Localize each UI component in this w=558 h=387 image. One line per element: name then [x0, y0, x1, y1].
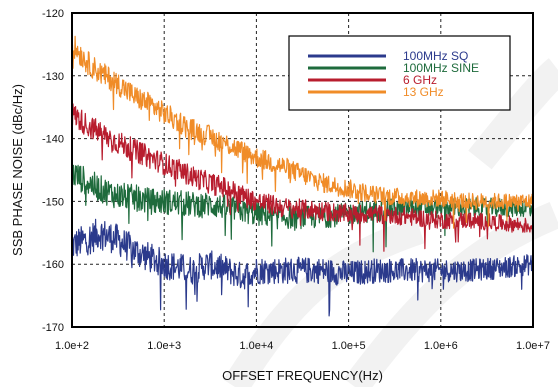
y-tick-label: -170 [42, 322, 64, 334]
y-tick-label: -160 [42, 259, 64, 271]
y-tick-labels: -170 -160 -150 -140 -130 -120 [42, 8, 64, 334]
watermark-arc-3 [468, 58, 558, 170]
x-tick-label: 1.0e+5 [332, 340, 366, 352]
x-tick-label: 1.0e+4 [239, 340, 273, 352]
y-tick-label: -120 [42, 8, 64, 20]
x-tick-label: 1.0e+3 [147, 340, 181, 352]
legend-box [288, 35, 511, 111]
watermark-arc-1 [223, 216, 425, 387]
plot-frame [71, 12, 534, 328]
y-axis-label: SSB PHASE NOISE (dBc/Hz) [10, 84, 25, 256]
series-line-3 [71, 103, 534, 252]
series-layer [71, 35, 534, 317]
series-line-2 [71, 163, 534, 253]
series-line-4 [71, 35, 534, 229]
x-tick-label: 1.0e+2 [55, 340, 89, 352]
x-tick-label: 1.0e+6 [424, 340, 458, 352]
y-tick-label: -150 [42, 196, 64, 208]
legend-label: 6 GHz [403, 73, 437, 87]
legend-label: 13 GHz [403, 85, 444, 99]
y-tick-label: -130 [42, 71, 64, 83]
series-line-1 [71, 218, 534, 317]
x-axis-label: OFFSET FREQUENCY(Hz) [222, 368, 383, 383]
legend-label: 100MHz SINE [403, 61, 479, 75]
y-tick-label: -140 [42, 134, 64, 146]
legend-label: 100MHz SQ [403, 49, 468, 63]
watermark-shapes [223, 58, 558, 387]
x-tick-labels: 1.0e+2 1.0e+3 1.0e+4 1.0e+5 1.0e+6 1.0e+7 [55, 340, 550, 352]
x-tick-label: 1.0e+7 [516, 340, 550, 352]
